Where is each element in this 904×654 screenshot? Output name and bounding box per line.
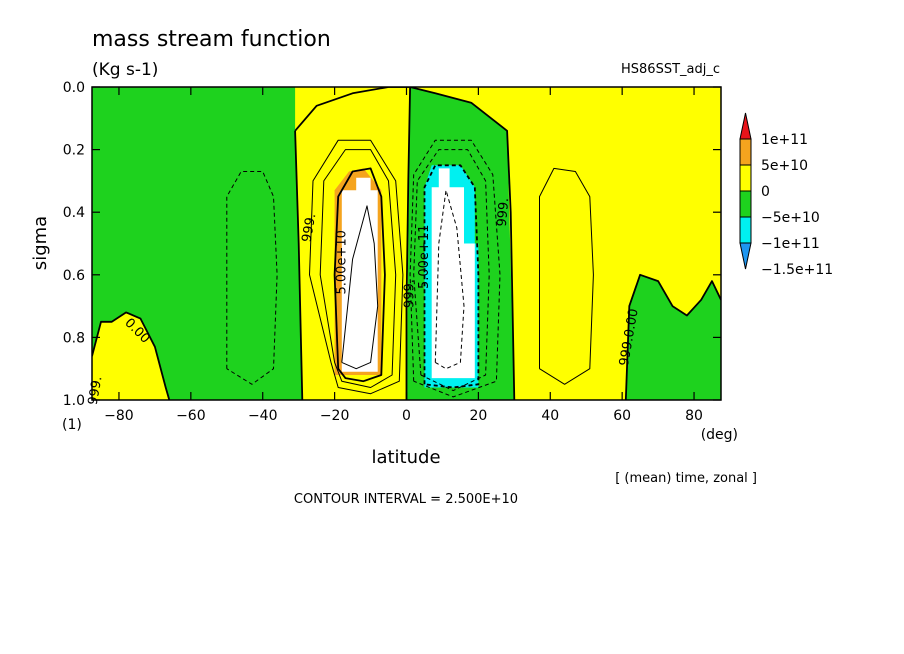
contour-10 xyxy=(409,139,501,398)
contour-5 xyxy=(319,149,397,388)
colorbar-label: 0 xyxy=(761,184,770,200)
colorbar-swatch xyxy=(739,138,752,166)
filled-regions xyxy=(92,87,721,400)
colorbar-label: −1e+11 xyxy=(761,236,820,252)
x-tick-label: −40 xyxy=(248,408,278,424)
colorbar-swatch xyxy=(739,190,752,218)
colorbar-swatch xyxy=(739,164,752,192)
contour-label-4: 999. xyxy=(403,279,418,308)
x-axis-label: latitude xyxy=(371,447,440,468)
x-tick-label: 80 xyxy=(685,408,703,424)
contour-3 xyxy=(92,311,171,400)
contour-11 xyxy=(423,164,480,389)
contour-1 xyxy=(294,130,304,400)
x-tick-label: 40 xyxy=(541,408,559,424)
y-axis-label: sigma xyxy=(30,216,51,270)
contour-interval: CONTOUR INTERVAL = 2.500E+10 xyxy=(294,492,518,507)
x-tick-label: −80 xyxy=(104,408,134,424)
contour-14 xyxy=(539,167,594,385)
y-tick-label: 0.4 xyxy=(63,205,85,221)
contour-7 xyxy=(333,167,386,383)
contour-label-0: 999. xyxy=(86,375,106,406)
x-tick-label: 20 xyxy=(469,408,487,424)
x-tick-label: −20 xyxy=(320,408,350,424)
y-tick-label: 0.2 xyxy=(63,143,85,159)
x-tick-label: 60 xyxy=(613,408,631,424)
contour-lines xyxy=(92,87,721,400)
colorbar-swatch xyxy=(739,216,752,244)
x-axis: −80 −60 −40 −20 0 20 40 60 80 xyxy=(104,87,703,424)
colorbar-label: 1e+11 xyxy=(761,132,808,148)
contour-2 xyxy=(409,87,516,400)
contour-9 xyxy=(413,149,490,392)
colorbar-bottom-arrow xyxy=(739,242,752,270)
y-tick-label: 0.8 xyxy=(63,330,85,346)
contour-label-3: 5.00e+10 xyxy=(334,230,349,294)
contour-label-2: 999. xyxy=(300,212,320,243)
chart-units: (Kg s-1) xyxy=(92,60,158,80)
colorbar-label: 5e+10 xyxy=(761,158,808,174)
contour-8 xyxy=(341,205,379,370)
region-3 xyxy=(92,312,170,400)
contour-0 xyxy=(294,87,412,400)
region-0 xyxy=(92,87,303,400)
colorbar-top-arrow xyxy=(739,112,752,140)
x-axis-unit: (deg) xyxy=(701,427,738,443)
contour-6 xyxy=(309,139,404,395)
chart-title: mass stream function xyxy=(92,27,331,52)
y-tick-label: 0.6 xyxy=(63,268,85,284)
contour-label-6: 999. xyxy=(495,197,512,227)
contour-12 xyxy=(434,189,465,370)
y-tick-label: 1.0 xyxy=(63,393,85,409)
y-tick-label: 0.0 xyxy=(63,80,85,96)
region-4 xyxy=(625,274,721,400)
mean-note: [ (mean) time, zonal ] xyxy=(615,471,757,486)
y-axis-unit: (1) xyxy=(62,417,82,433)
colorbar-label: −1.5e+11 xyxy=(761,262,833,278)
colorbar-label: −5e+10 xyxy=(761,210,820,226)
region-6 xyxy=(341,177,378,372)
colorbar: 1e+11 5e+10 0 −5e+10 −1e+11 −1.5e+11 xyxy=(739,112,833,278)
region-8 xyxy=(431,168,475,379)
x-tick-label: 0 xyxy=(402,408,411,424)
y-axis: 0.0 0.2 0.4 0.6 0.8 1.0 xyxy=(63,80,721,409)
contour-4 xyxy=(624,273,721,400)
contour-label-5: -5.00e+11 xyxy=(417,225,432,294)
x-tick-label: −60 xyxy=(176,408,206,424)
dataset-name: HS86SST_adj_c xyxy=(621,62,720,77)
